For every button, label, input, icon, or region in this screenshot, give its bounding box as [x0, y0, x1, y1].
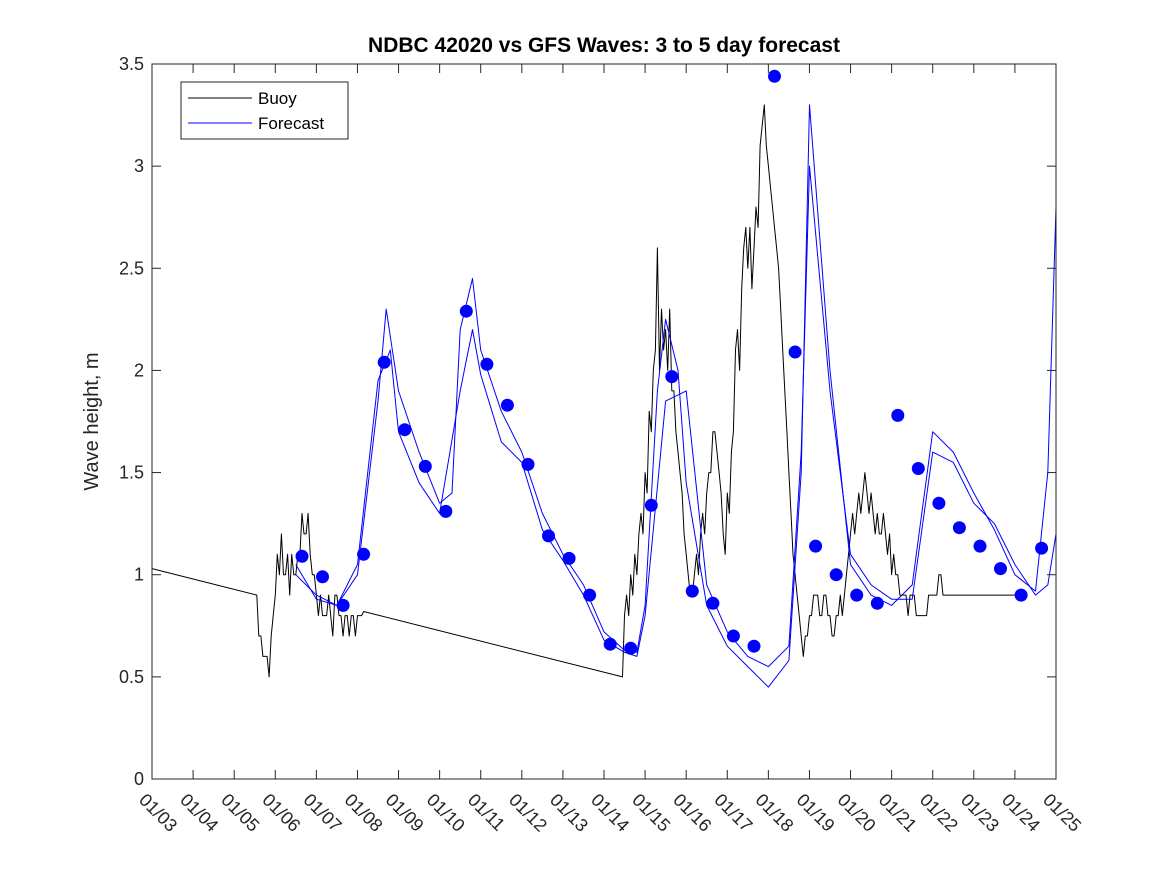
forecast-point — [377, 355, 391, 369]
forecast-point — [829, 568, 843, 582]
y-tick-label: 1.5 — [119, 463, 144, 483]
chart-title: NDBC 42020 vs GFS Waves: 3 to 5 day fore… — [368, 34, 840, 57]
forecast-point — [644, 498, 658, 512]
forecast-point — [562, 551, 576, 565]
forecast-point — [357, 547, 371, 561]
legend: Buoy Forecast — [180, 81, 349, 140]
forecast-point — [542, 529, 555, 543]
forecast-point — [1035, 541, 1049, 555]
forecast-point — [665, 370, 679, 384]
forecast-point — [459, 304, 473, 318]
forecast-point — [911, 462, 925, 475]
forecast-point — [788, 345, 802, 359]
forecast-point — [768, 69, 781, 83]
forecast-point — [398, 423, 412, 437]
y-axis-label: Wave height, m — [81, 352, 103, 490]
series-line-forecast-2 — [295, 104, 1057, 688]
series-layer — [151, 104, 1057, 688]
forecast-point — [891, 408, 905, 422]
forecast-point — [870, 596, 884, 610]
y-tick-label: 3 — [134, 156, 144, 176]
y-axis-ticks: 0 0.5 1 1.5 2 2.5 3 3.5 — [119, 54, 1056, 789]
series-line-buoy-0 — [151, 104, 1015, 678]
y-tick-label: 0.5 — [119, 667, 144, 687]
forecast-point — [500, 398, 514, 412]
forecast-point — [295, 549, 309, 563]
forecast-point — [850, 588, 864, 602]
forecast-point — [480, 357, 494, 371]
y-tick-label: 2.5 — [119, 258, 144, 278]
series-line-forecast-1 — [295, 165, 1057, 668]
forecast-point — [685, 584, 699, 598]
forecast-point — [418, 459, 432, 473]
legend-label-buoy: Buoy — [258, 89, 297, 108]
forecast-point — [336, 598, 350, 612]
y-tick-label: 2 — [134, 360, 144, 380]
forecast-point — [1014, 588, 1028, 602]
y-tick-label: 3.5 — [119, 54, 144, 74]
forecast-point — [624, 641, 638, 655]
legend-label-forecast: Forecast — [258, 114, 324, 133]
forecast-point — [994, 562, 1007, 576]
forecast-point — [439, 504, 453, 518]
forecast-point — [521, 457, 535, 471]
legend-box — [180, 81, 349, 140]
forecast-point — [952, 521, 966, 535]
forecast-points-layer — [295, 69, 1049, 655]
y-tick-label: 0 — [134, 769, 144, 789]
forecast-point — [809, 539, 823, 553]
forecast-point — [316, 570, 329, 584]
forecast-point — [583, 588, 597, 602]
y-tick-label: 1 — [134, 565, 144, 585]
forecast-point — [706, 596, 720, 610]
forecast-point — [973, 539, 987, 553]
forecast-point — [603, 637, 617, 651]
forecast-point — [747, 639, 761, 653]
plot-area — [152, 64, 1056, 779]
forecast-point — [726, 629, 740, 643]
forecast-point — [932, 496, 946, 510]
